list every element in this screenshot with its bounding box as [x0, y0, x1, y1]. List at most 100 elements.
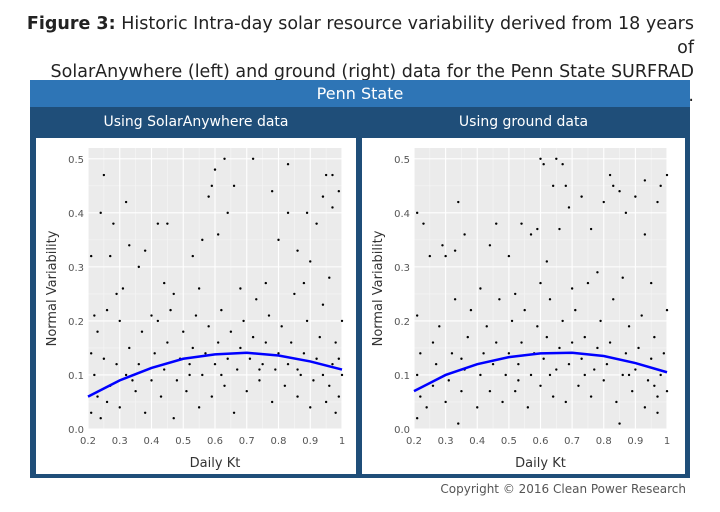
- data-point: [89, 352, 93, 355]
- data-point: [197, 406, 201, 409]
- data-point: [156, 319, 160, 323]
- data-point: [96, 395, 99, 398]
- data-point: [315, 357, 318, 360]
- data-point: [453, 249, 457, 252]
- data-point: [270, 400, 274, 404]
- data-point: [264, 281, 267, 285]
- data-point: [444, 254, 447, 258]
- data-point: [277, 238, 280, 242]
- data-point: [517, 379, 520, 382]
- data-point: [150, 379, 153, 382]
- right-subtitle: Using ground data: [458, 114, 589, 130]
- data-point: [422, 222, 425, 225]
- data-point: [662, 352, 666, 355]
- x-tick-label: 0.5: [501, 436, 517, 447]
- data-point: [634, 368, 637, 371]
- data-point: [197, 287, 201, 290]
- data-point: [643, 233, 647, 236]
- data-point: [334, 341, 337, 344]
- data-point: [615, 400, 618, 404]
- y-tick-label: 0.0: [68, 425, 84, 436]
- data-point: [504, 373, 507, 377]
- y-tick-label: 0.0: [394, 425, 410, 436]
- data-point: [220, 308, 223, 312]
- data-point: [520, 222, 523, 225]
- y-tick-label: 0.5: [394, 155, 410, 166]
- data-point: [482, 352, 485, 355]
- data-point: [434, 362, 438, 366]
- data-point: [526, 406, 530, 409]
- x-tick-label: 0.3: [438, 436, 454, 447]
- data-point: [172, 416, 175, 420]
- data-point: [169, 308, 172, 312]
- fit-line: [413, 351, 668, 393]
- data-point: [140, 330, 144, 333]
- data-point: [118, 406, 121, 409]
- data-point: [621, 373, 624, 377]
- data-point: [634, 195, 637, 198]
- data-point: [93, 373, 96, 377]
- data-point: [649, 357, 653, 360]
- data-point: [608, 341, 612, 344]
- data-point: [621, 276, 624, 279]
- data-point: [340, 373, 344, 377]
- data-point: [450, 352, 454, 355]
- data-point: [156, 222, 160, 225]
- y-tick-label: 0.4: [68, 209, 84, 220]
- x-tick-label: 0.4: [144, 436, 160, 447]
- data-point: [220, 373, 223, 377]
- data-point: [643, 406, 647, 409]
- data-point: [166, 222, 169, 225]
- data-point: [331, 362, 334, 366]
- data-point: [539, 157, 542, 161]
- data-point: [232, 411, 236, 414]
- data-point: [665, 389, 669, 393]
- data-point: [105, 308, 109, 312]
- data-point: [656, 395, 659, 398]
- data-point: [624, 211, 628, 215]
- data-point: [296, 395, 299, 398]
- fit-line: [87, 351, 343, 398]
- data-point: [239, 346, 242, 350]
- data-point: [555, 368, 558, 371]
- data-point: [296, 368, 299, 371]
- data-point: [232, 184, 236, 188]
- figure-caption: Figure 3: Historic Intra-day solar resou…: [20, 12, 694, 108]
- data-point: [143, 249, 147, 252]
- y-axis-label: Normal Variability: [45, 230, 60, 346]
- data-point: [539, 384, 542, 387]
- data-point: [567, 362, 571, 366]
- data-point: [159, 395, 163, 398]
- data-point: [564, 400, 567, 404]
- data-point: [337, 357, 341, 360]
- data-point: [479, 373, 482, 377]
- x-axis-label: Daily Kt: [190, 456, 241, 471]
- data-point: [293, 292, 296, 296]
- data-point: [545, 260, 549, 263]
- data-point: [514, 389, 517, 393]
- data-point: [175, 379, 179, 382]
- data-point: [251, 335, 255, 339]
- data-point: [447, 379, 450, 382]
- data-point: [286, 211, 290, 215]
- data-point: [312, 379, 315, 382]
- x-tick-label: 0.8: [596, 436, 612, 447]
- panel-title: Penn State: [30, 80, 690, 107]
- data-point: [201, 238, 204, 242]
- data-point: [223, 157, 226, 161]
- data-point: [510, 319, 514, 323]
- data-point: [441, 244, 444, 247]
- data-point: [318, 335, 321, 339]
- data-point: [631, 389, 634, 393]
- data-point: [124, 373, 128, 377]
- data-point: [337, 395, 341, 398]
- data-point: [539, 281, 542, 285]
- data-point: [586, 281, 590, 285]
- data-point: [121, 287, 125, 290]
- data-point: [599, 319, 602, 323]
- data-point: [457, 422, 460, 425]
- data-point: [290, 341, 293, 344]
- data-point: [302, 281, 306, 285]
- data-point: [476, 406, 479, 409]
- data-point: [665, 308, 669, 312]
